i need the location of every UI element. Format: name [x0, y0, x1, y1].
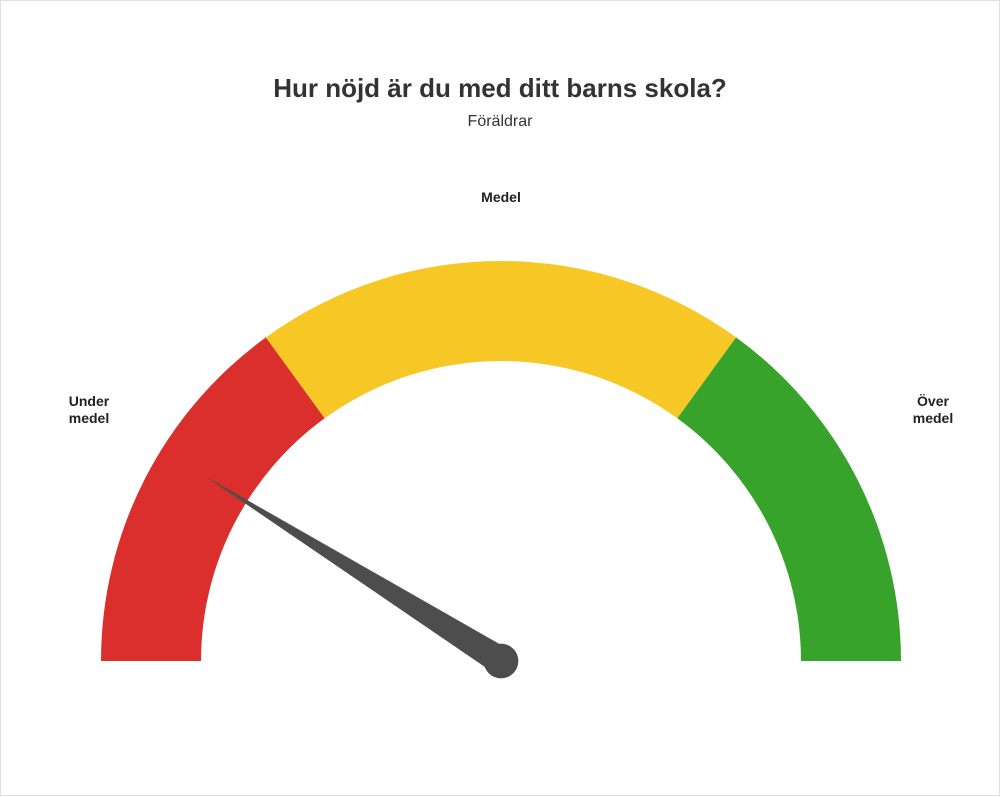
gauge-label-middle: Medel — [471, 189, 531, 206]
gauge-needle-pointer — [204, 476, 508, 673]
chart-frame: Hur nöjd är du med ditt barns skola? För… — [0, 0, 1000, 796]
gauge-chart — [1, 1, 1000, 797]
gauge-needle — [204, 476, 518, 679]
gauge-needle-hub — [484, 644, 519, 679]
gauge-segment-0 — [101, 337, 325, 661]
gauge-label-right: Över medel — [903, 393, 963, 427]
gauge-segment-1 — [266, 261, 736, 418]
gauge-segment-2 — [677, 337, 901, 661]
gauge-label-left: Under medel — [59, 393, 119, 427]
gauge-segments — [101, 261, 901, 661]
